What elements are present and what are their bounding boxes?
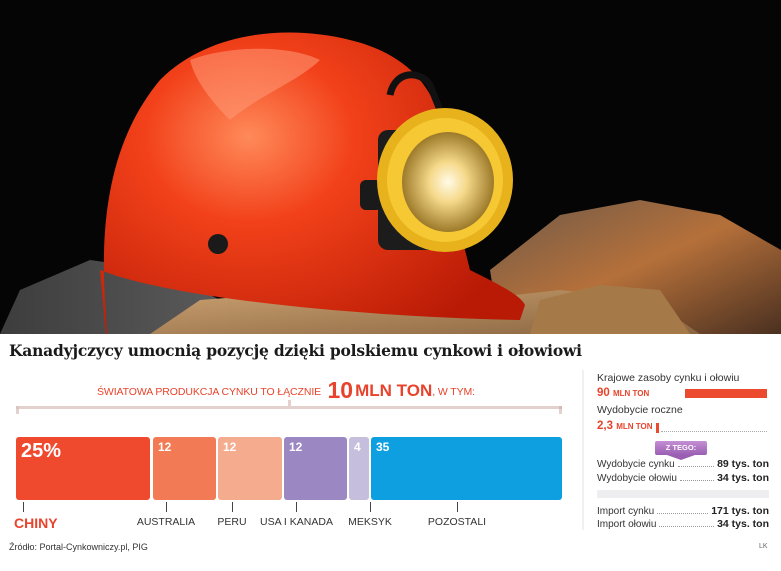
bar-segment-australia: 12	[153, 437, 216, 500]
annual-bar	[656, 423, 659, 433]
of-which-badge: Z TEGO:	[655, 441, 707, 460]
bar-segment-pozostali: 35	[371, 437, 562, 500]
horizontal-divider	[597, 490, 769, 498]
bar-segment-chiny: 25%	[16, 437, 150, 500]
bar-segment-meksyk: 4	[349, 437, 369, 500]
headline-suffix: , W TYM:	[432, 386, 475, 398]
bar-segment-peru: 12	[218, 437, 282, 500]
label-peru: PERU	[207, 500, 257, 528]
segment-value: 25%	[21, 440, 62, 462]
source-note: Źródło: Portal-Cynkowniczy.pl, PIG	[9, 542, 148, 552]
annual-leader-dots	[661, 431, 767, 432]
author-initials: LK	[759, 543, 768, 550]
segment-value: 12	[158, 440, 172, 454]
import-row-lead: Import ołowiu 34 tys. ton	[597, 518, 769, 530]
segment-value: 4	[354, 440, 361, 454]
label-chiny: CHINY	[14, 500, 58, 531]
bar-segment-usa-kanada: 12	[284, 437, 347, 500]
annual-value: 2,3 MLN TON	[597, 420, 653, 432]
chart-headline: ŚWIATOWA PRODUKCJA CYNKU TO ŁĄCZNIE 10 ML…	[0, 377, 572, 404]
breakdown-row-lead: Wydobycie ołowiu 34 tys. ton	[597, 472, 769, 484]
label-australia: AUSTRALIA	[126, 500, 206, 528]
annual-label: Wydobycie roczne	[597, 404, 683, 416]
import-row-zinc: Import cynku 171 tys. ton	[597, 505, 769, 517]
reserves-bar	[685, 389, 767, 398]
category-labels: CHINY AUSTRALIA PERU USA I KANADA MEKSYK…	[0, 500, 572, 532]
segment-value: 12	[223, 440, 237, 454]
label-meksyk: MEKSYK	[342, 500, 398, 528]
label-tick	[231, 502, 233, 512]
header-photo	[0, 0, 781, 334]
reserves-value: 90 MLN TON	[597, 387, 650, 399]
label-usa-kanada: USA I KANADA	[260, 500, 333, 528]
stacked-bar: 25% 12 12 12 4 35	[16, 437, 562, 500]
headline-prefix: ŚWIATOWA PRODUKCJA CYNKU TO ŁĄCZNIE	[97, 386, 322, 398]
label-tick	[295, 502, 297, 512]
breakdown-row-zinc: Wydobycie cynku 89 tys. ton	[597, 458, 769, 470]
vertical-divider	[582, 370, 584, 530]
headline-number: 10	[327, 377, 354, 403]
label-tick	[23, 502, 24, 512]
label-tick	[456, 502, 458, 512]
reserves-label: Krajowe zasoby cynku i ołowiu	[597, 372, 740, 384]
headline-unit: MLN TON	[355, 381, 433, 400]
infographic-title: Kanadyjczycy umocnią pozycję dzięki pols…	[9, 341, 582, 360]
segment-value: 35	[376, 440, 390, 454]
segment-value: 12	[289, 440, 303, 454]
label-tick	[165, 502, 167, 512]
label-tick	[369, 502, 371, 512]
miner-helmet-photo-icon	[0, 32, 781, 334]
total-bracket	[16, 400, 562, 416]
label-pozostali: POZOSTALI	[422, 500, 492, 528]
